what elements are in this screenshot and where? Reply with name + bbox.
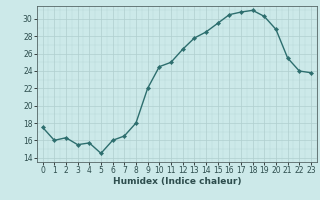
X-axis label: Humidex (Indice chaleur): Humidex (Indice chaleur)	[113, 177, 241, 186]
